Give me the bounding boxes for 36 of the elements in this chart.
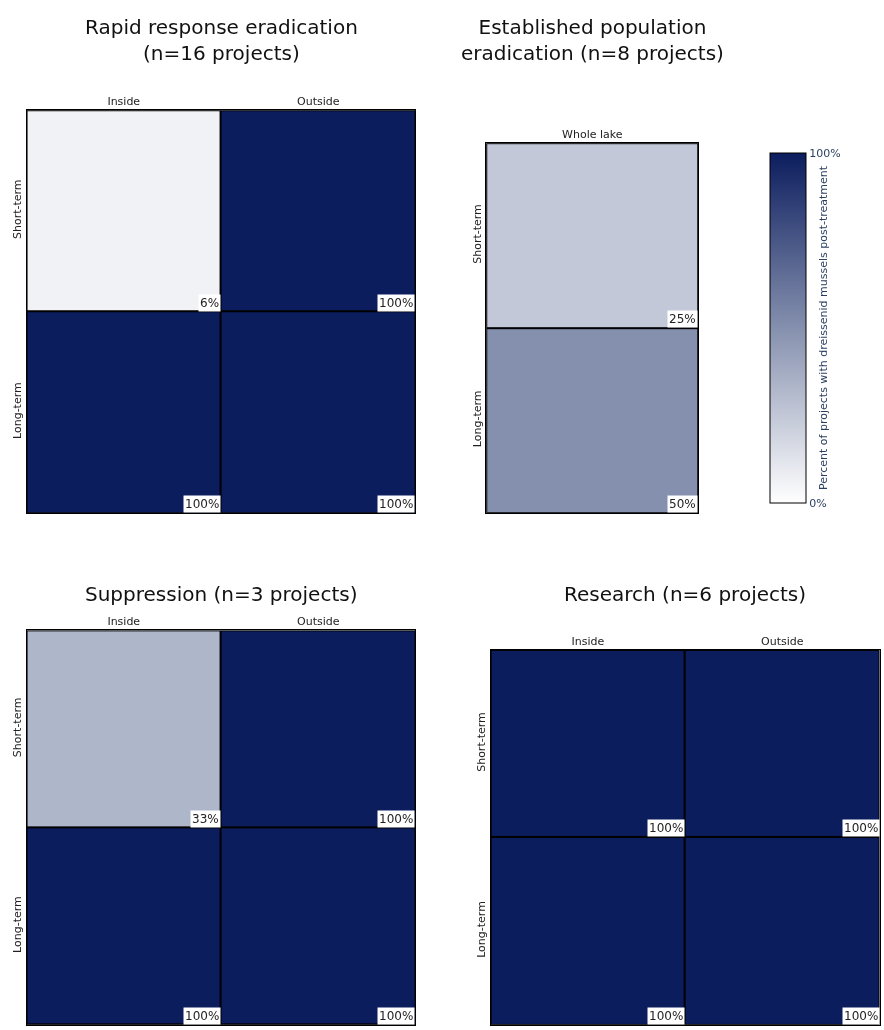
data-label: 100%: [649, 1009, 684, 1023]
chart-title: Research (n=6 projects): [564, 582, 807, 606]
data-label: 100%: [185, 497, 220, 511]
data-label: 33%: [192, 812, 219, 826]
x-tick-label: Outside: [761, 634, 804, 648]
x-tick-label: Outside: [297, 614, 340, 628]
data-label: 100%: [379, 1009, 414, 1023]
x-tick-label: Inside: [107, 94, 141, 108]
y-tick-label: Long-term: [475, 901, 489, 958]
x-tick-label: Inside: [107, 614, 141, 628]
data-label: 100%: [379, 497, 414, 511]
data-label: 6%: [200, 296, 220, 310]
data-label: 100%: [185, 1009, 220, 1023]
chart-title: Established population eradication (n=8 projects): [461, 15, 724, 65]
chart-title: Rapid response eradication (n=16 projects): [85, 15, 358, 65]
data-label: 100%: [844, 1009, 879, 1023]
y-tick-label: Long-term: [470, 390, 484, 448]
data-label: 25%: [669, 312, 696, 326]
color-bar-label: 0%: [809, 496, 827, 510]
x-tick-label: Inside: [571, 634, 605, 648]
y-tick-label: Short-term: [470, 204, 484, 264]
data-label: 100%: [379, 296, 414, 310]
color-bar-title: Percent of projects with dreissenid mussels post-treatment: [817, 165, 831, 491]
data-label: 50%: [669, 497, 696, 511]
x-tick-label: Whole lake: [562, 127, 623, 141]
data-label: 100%: [844, 821, 879, 835]
y-tick-label: Short-term: [11, 697, 25, 758]
y-tick-label: Short-term: [475, 712, 489, 772]
y-tick-label: Long-term: [11, 896, 25, 953]
data-label: 100%: [379, 812, 414, 826]
data-label: 100%: [649, 821, 684, 835]
color-bar-label: 100%: [809, 146, 841, 160]
y-tick-label: Long-term: [11, 382, 25, 439]
x-tick-label: Outside: [297, 94, 340, 108]
chart-title: Suppression (n=3 projects): [85, 582, 358, 606]
y-tick-label: Short-term: [11, 179, 25, 240]
